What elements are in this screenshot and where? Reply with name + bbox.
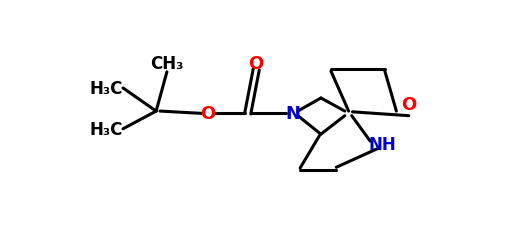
Text: H₃C: H₃C bbox=[90, 120, 123, 138]
Text: N: N bbox=[285, 105, 300, 123]
Text: NH: NH bbox=[369, 136, 396, 153]
Text: H₃C: H₃C bbox=[90, 80, 123, 98]
Text: CH₃: CH₃ bbox=[150, 54, 184, 72]
Text: O: O bbox=[249, 55, 264, 73]
Text: O: O bbox=[401, 96, 416, 114]
Text: O: O bbox=[200, 105, 216, 123]
